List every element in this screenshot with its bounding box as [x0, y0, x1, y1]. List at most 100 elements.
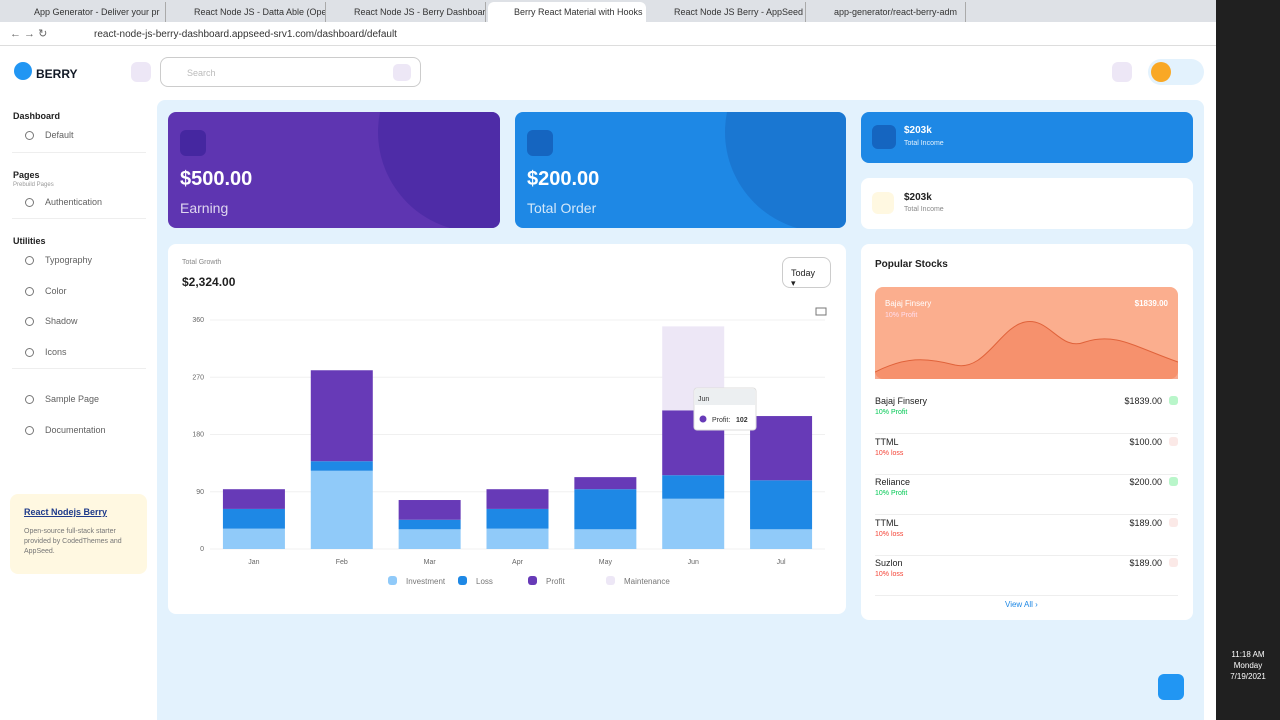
address-bar: ← → ↻ [0, 22, 1216, 46]
income-label: Total Income [904, 140, 944, 147]
logo-icon [14, 62, 32, 80]
search-box[interactable]: Search [160, 57, 421, 87]
stock-trend [1169, 436, 1178, 446]
browser-tab[interactable]: Berry React Material with Hooks [488, 2, 646, 22]
nav-item[interactable]: Shadow [45, 316, 78, 326]
browser-tab[interactable]: React Node JS - Datta Able (Ope [168, 2, 326, 22]
browser-tab[interactable]: React Node JS - Berry Dashboar [328, 2, 486, 22]
stock-row[interactable]: Bajaj Finsery $1839.00 10% Profit [875, 394, 1178, 434]
nav-item[interactable]: Sample Page [45, 394, 100, 404]
x-tick-label: Feb [336, 559, 348, 566]
stock-price: $189.00 [1129, 517, 1162, 528]
promo-text: Open-source full-stack starter provided … [24, 528, 122, 555]
y-tick-label: 0 [200, 546, 204, 553]
nav-item[interactable]: Default [45, 130, 74, 140]
x-tick-label: Jul [777, 559, 786, 566]
bar-segment [486, 489, 549, 509]
view-all[interactable]: View All › [1005, 600, 1038, 609]
stock-name: Bajaj Finsery [875, 396, 928, 406]
stock-row[interactable]: Reliance $200.00 10% Profit [875, 475, 1178, 515]
period-select[interactable]: Today ▾ [782, 257, 831, 288]
income-card-light: $203k Total Income [861, 178, 1193, 229]
bar-segment [310, 370, 373, 462]
bar-segment [750, 480, 813, 530]
x-tick-label: Apr [512, 559, 524, 566]
earning-card: $500.00 Earning [168, 112, 500, 228]
stock-price: $189.00 [1129, 558, 1162, 568]
stock-change: 10% loss [875, 449, 904, 457]
x-tick-label: May [599, 559, 613, 566]
logo[interactable]: BERRY [36, 67, 78, 81]
x-tick-label: Jun [688, 559, 699, 566]
stock-change: 10% loss [875, 571, 904, 578]
menu-toggle[interactable] [131, 62, 151, 82]
legend-swatch [388, 576, 397, 585]
stock-name: TTML [875, 436, 899, 447]
stock-row[interactable]: TTML $100.00 10% loss [875, 435, 1178, 475]
nav-group-title: Pages [13, 169, 40, 180]
stock-price: $200.00 [1129, 477, 1162, 487]
y-tick-label: 90 [196, 489, 204, 496]
order-label: Total Order [527, 200, 597, 216]
legend-swatch [458, 576, 467, 585]
browser-tab[interactable]: App Generator - Deliver your pr [8, 2, 166, 22]
clock-day: Monday [1233, 661, 1263, 670]
stock-trend [1169, 396, 1178, 405]
search-placeholder: Search [187, 68, 216, 78]
search-filter[interactable] [393, 64, 411, 81]
income-value: $203k [904, 192, 932, 203]
legend-label: Profit [546, 577, 565, 586]
bar-segment [486, 508, 549, 529]
bar-segment [398, 519, 461, 530]
nav-icon [25, 286, 34, 296]
featured-change: 10% Profit [885, 312, 918, 319]
browser-tab[interactable]: app-generator/react-berry-adm [808, 2, 966, 22]
growth-total: $2,324.00 [182, 275, 236, 289]
bar-segment [750, 529, 813, 549]
legend-label: Maintenance [624, 577, 670, 586]
divider [12, 368, 146, 369]
bar-segment [574, 529, 637, 549]
bar-segment [222, 528, 285, 549]
nav-item[interactable]: Authentication [45, 196, 103, 207]
notifications[interactable] [1112, 62, 1132, 82]
nav-item[interactable]: Typography [45, 255, 93, 265]
nav-item[interactable]: Documentation [45, 425, 106, 435]
nav-icon [25, 395, 34, 404]
bar-segment [222, 508, 285, 529]
stock-row[interactable]: Suzlon $189.00 10% loss [875, 556, 1178, 596]
stock-trend [1169, 558, 1178, 567]
tooltip-title: Jun [698, 396, 709, 403]
stock-name: TTML [875, 517, 899, 528]
nav-icon [25, 256, 34, 265]
view-all-text: View All [1005, 600, 1033, 609]
browser-tab[interactable]: React Node JS Berry - AppSeed [648, 2, 806, 22]
nav-group-title: Dashboard [13, 111, 61, 121]
stock-row[interactable]: TTML $189.00 10% loss [875, 516, 1178, 556]
tooltip-value: 102 [736, 417, 748, 424]
bar-segment [574, 477, 637, 490]
bar-segment [310, 470, 373, 549]
profile[interactable] [1148, 59, 1204, 85]
stocks-card: Popular Stocks Bajaj Finsery $1839.00 10… [861, 244, 1193, 620]
y-tick-label: 360 [192, 317, 204, 324]
stock-price: $1839.00 [1124, 396, 1162, 406]
url[interactable]: react-node-js-berry-dashboard.appseed-sr… [94, 29, 397, 40]
nav-item[interactable]: Color [45, 285, 67, 296]
legend-swatch [606, 576, 615, 585]
featured-stock: Bajaj Finsery $1839.00 10% Profit [875, 287, 1178, 379]
promo-title[interactable]: React Nodejs Berry [24, 507, 108, 517]
nav-item[interactable]: Icons [45, 346, 67, 357]
tooltip-label: Profit: [712, 417, 730, 424]
bar-segment [574, 489, 637, 530]
divider [12, 218, 146, 219]
taskbar: 11:18 AM Monday 7/19/2021 [1216, 0, 1280, 720]
stock-change: 10% Profit [875, 490, 908, 497]
stock-name: Suzlon [875, 558, 903, 568]
nav-icon [25, 426, 34, 435]
bar-segment [750, 416, 813, 481]
settings-button[interactable] [1158, 674, 1184, 700]
stock-change: 10% loss [875, 530, 904, 538]
chart-menu[interactable] [815, 307, 827, 316]
